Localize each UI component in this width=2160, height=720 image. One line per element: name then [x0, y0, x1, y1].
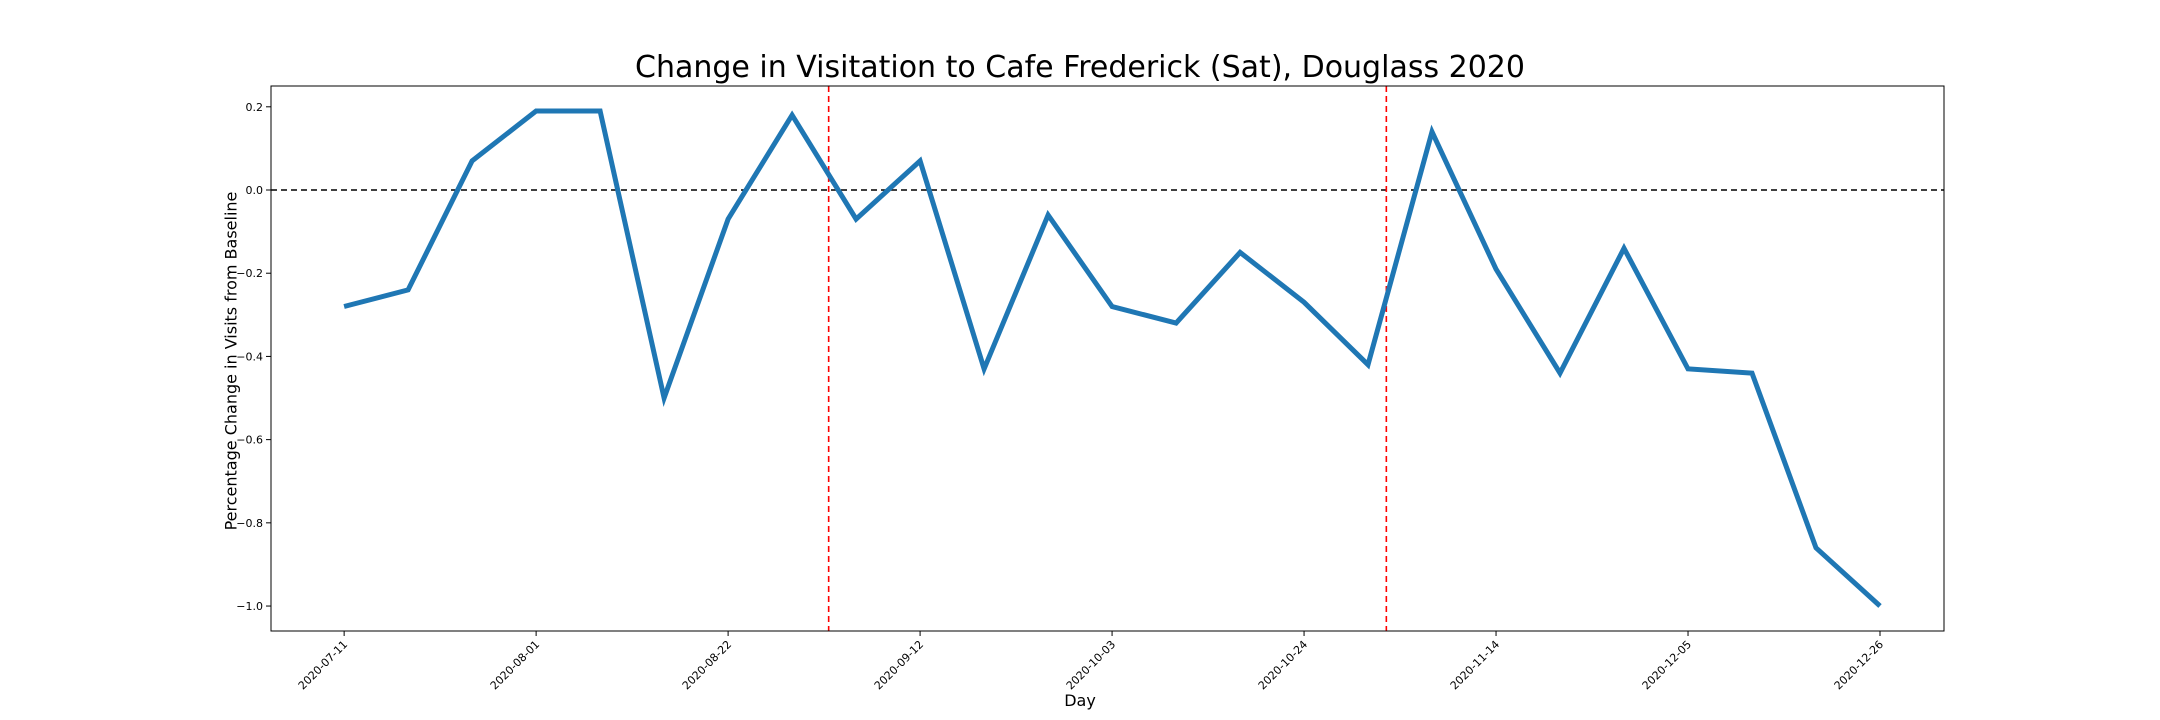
y-tick-label: 0.0 [246, 184, 264, 197]
x-tick-label: 2020-08-01 [488, 638, 542, 692]
x-tick-label: 2020-09-12 [872, 638, 926, 692]
x-tick-label: 2020-10-24 [1256, 638, 1310, 692]
y-tick-label: −0.2 [236, 267, 263, 280]
x-tick-label: 2020-12-05 [1640, 638, 1694, 692]
y-tick-label: −0.4 [236, 350, 263, 363]
x-tick-label: 2020-12-26 [1832, 638, 1886, 692]
y-tick-label: −1.0 [236, 600, 263, 613]
plot-frame [270, 85, 1945, 632]
y-tick-label: 0.2 [246, 101, 264, 114]
x-tick-label: 2020-11-14 [1448, 638, 1502, 692]
x-tick-label: 2020-07-11 [296, 638, 350, 692]
x-tick-label: 2020-08-22 [680, 638, 734, 692]
chart-title: Change in Visitation to Cafe Frederick (… [635, 50, 1525, 85]
x-tick-label: 2020-10-03 [1064, 638, 1118, 692]
x-axis-label: Day [1064, 691, 1096, 710]
y-tick-label: −0.6 [236, 434, 263, 447]
y-tick-label: −0.8 [236, 517, 263, 530]
y-axis-label: Percentage Change in Visits from Baselin… [221, 191, 241, 531]
series-line [343, 108, 1882, 608]
